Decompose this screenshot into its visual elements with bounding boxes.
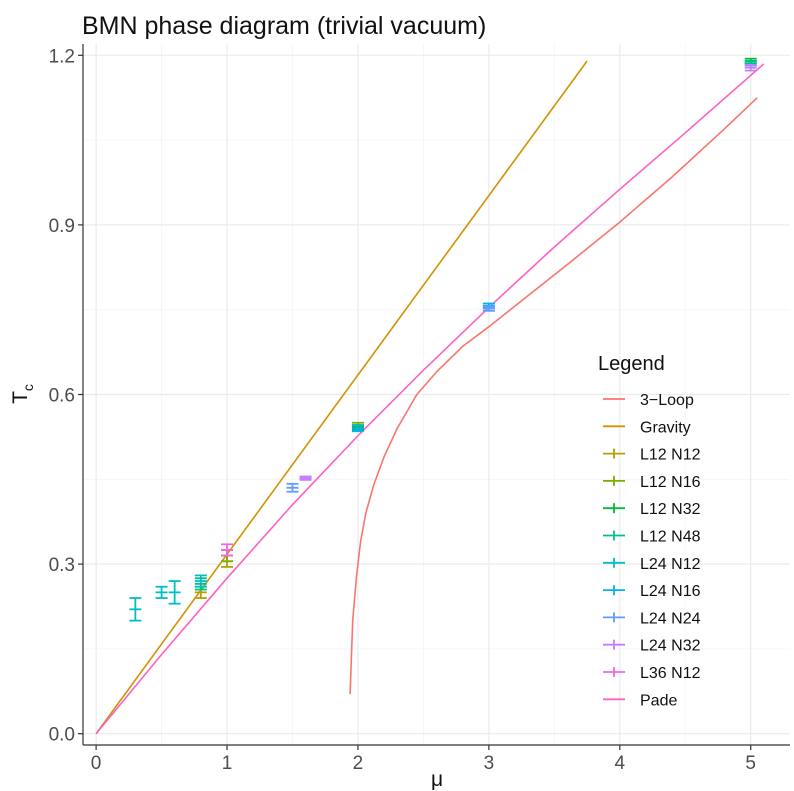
x-axis-title: μ xyxy=(431,768,443,791)
y-tick-label: 0.6 xyxy=(49,386,75,407)
x-tick-label: 2 xyxy=(353,753,364,774)
x-tick-label: 4 xyxy=(615,753,626,774)
y-axis-title-subscript: c xyxy=(20,384,36,391)
y-axis-title-main: T xyxy=(9,391,32,404)
x-tick-label: 3 xyxy=(484,753,495,774)
y-tick-label: 0.3 xyxy=(49,555,75,576)
errorbar-l24-n16 xyxy=(352,426,364,432)
legend-label: L24 N32 xyxy=(640,638,701,655)
legend-label: L24 N24 xyxy=(640,610,701,627)
chart-title: BMN phase diagram (trivial vacuum) xyxy=(82,12,486,40)
legend-label: L12 N32 xyxy=(640,501,701,518)
legend-label: L12 N16 xyxy=(640,474,701,491)
legend-label: Pade xyxy=(640,692,677,709)
errorbar-l24-n32 xyxy=(745,65,757,71)
x-tick-label: 5 xyxy=(745,753,756,774)
legend-label: Gravity xyxy=(640,419,691,436)
legend-label: L24 N12 xyxy=(640,556,701,573)
y-tick-label: 0.9 xyxy=(49,216,75,237)
legend-label: L12 N12 xyxy=(640,447,701,464)
y-tick-label: 0.0 xyxy=(49,725,75,746)
errorbar-l24-n32 xyxy=(300,476,312,479)
x-tick-label: 1 xyxy=(222,753,233,774)
legend-label: L36 N12 xyxy=(640,665,701,682)
legend-label: L24 N16 xyxy=(640,583,701,600)
legend-title: Legend xyxy=(598,353,665,375)
legend-label: L12 N48 xyxy=(640,529,701,546)
errorbar-l24-n24 xyxy=(483,306,495,311)
legend-label: 3−Loop xyxy=(640,392,694,409)
x-tick-label: 0 xyxy=(91,753,102,774)
y-tick-label: 1.2 xyxy=(49,46,75,67)
